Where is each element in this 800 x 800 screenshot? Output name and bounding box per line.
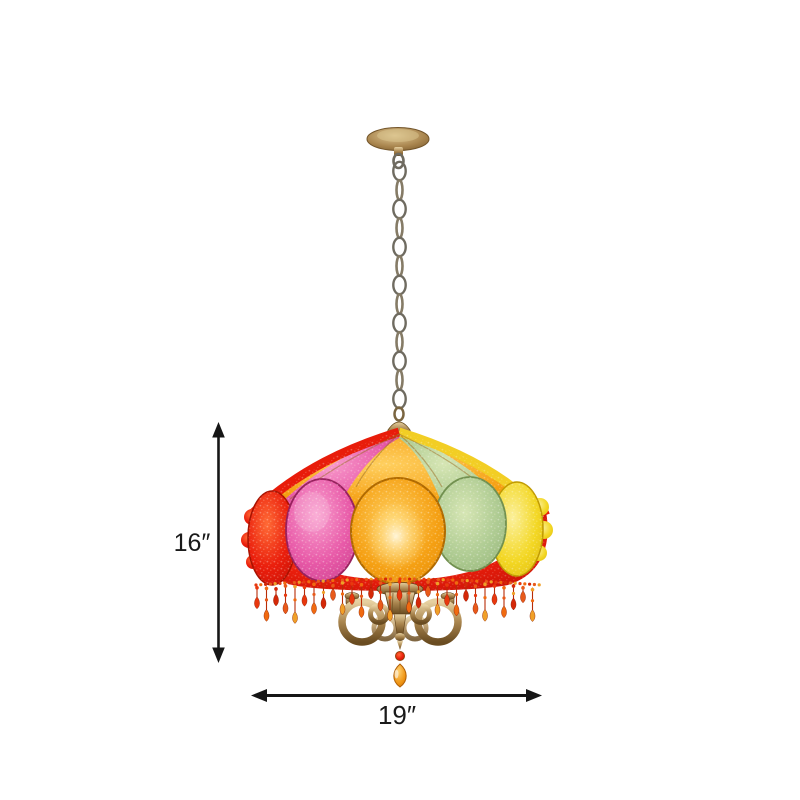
chain-link [395, 216, 404, 240]
fringe-bead [472, 601, 479, 615]
medallion-orange-center [350, 477, 446, 585]
height-dimension: 16″ [174, 422, 225, 663]
fringe-bead [444, 593, 450, 607]
fringe-strand [444, 583, 450, 607]
chain-link [395, 368, 404, 392]
fringe-bead [301, 593, 308, 607]
chain-link [395, 254, 404, 278]
fringe-strand [510, 584, 517, 611]
fringe-strand [311, 582, 317, 615]
chain-link [395, 178, 404, 202]
fringe-strand [472, 584, 479, 615]
chain-link [392, 160, 407, 182]
width-label: 19″ [378, 700, 416, 730]
chain-link [392, 312, 407, 334]
arrowhead-down-icon [212, 647, 225, 663]
fringe-strand [368, 580, 374, 600]
fringe-strand [482, 582, 488, 622]
canopy-loop [392, 152, 405, 170]
fringe-strand [330, 583, 336, 601]
fringe-bead [520, 590, 526, 604]
fringe-bead [396, 588, 403, 602]
fringe-strand [415, 582, 422, 609]
fringe-bead [330, 588, 336, 601]
fringe-bead [425, 584, 431, 598]
fringe-bead [453, 603, 460, 617]
height-label: 16″ [174, 529, 211, 557]
chain-link [392, 350, 407, 372]
fringe-strand [406, 581, 412, 614]
fringe-strand [434, 581, 441, 616]
chain-link [392, 274, 407, 296]
shade-medallions [241, 476, 553, 586]
arrowhead-right-icon [526, 689, 542, 702]
fringe-bead [434, 603, 441, 616]
fringe-bead [339, 602, 346, 616]
fringe-bead [349, 592, 355, 606]
column-tip [397, 641, 403, 650]
fringe-bead [463, 589, 469, 602]
medallion-red [241, 490, 297, 586]
fringe-bead [368, 586, 374, 600]
arrowhead-left-icon [251, 689, 267, 702]
hanging-chain [392, 160, 407, 410]
fringe-bead [292, 611, 298, 624]
fringe-bead [263, 609, 270, 622]
fringe-strand [292, 584, 298, 624]
medallion-pink [285, 478, 359, 582]
medallion-green [433, 476, 507, 572]
fringe-bead [387, 608, 393, 622]
fringe-strand [358, 582, 365, 618]
fringe-bead [311, 601, 317, 615]
scroll-curl-right [410, 603, 432, 625]
fringe-strand [387, 582, 393, 622]
chain-link [392, 198, 407, 220]
chain-link [395, 292, 404, 316]
fringe-strand [349, 581, 355, 606]
fringe-strand [254, 585, 260, 610]
fringe-bead [491, 592, 498, 606]
fringe-bead [254, 596, 260, 610]
fringe-bead [529, 609, 536, 622]
fringe-strand [273, 586, 279, 607]
fringe-bead [482, 609, 488, 622]
ceiling-canopy [366, 127, 430, 170]
fringe-bead [273, 593, 279, 607]
fringe-strand [263, 586, 270, 622]
fringe-bead [358, 605, 365, 618]
fringe-bead [377, 598, 384, 612]
chain-link [392, 236, 407, 258]
fringe-strand [491, 584, 498, 606]
beaded-fringe [254, 577, 541, 624]
fringe-strand [463, 582, 469, 602]
fringe-bead [406, 600, 412, 614]
fringe-strand [396, 579, 403, 602]
fringe-bead [501, 605, 507, 619]
fringe-strand [453, 580, 460, 617]
chain-link [395, 330, 404, 354]
chain-link [392, 388, 407, 410]
fringe-strand [520, 585, 526, 604]
crystal-drop [393, 651, 407, 688]
fringe-strand [301, 585, 308, 607]
fringe-bead [282, 601, 289, 615]
fringe-bead [510, 597, 517, 611]
width-dimension: 19″ [251, 689, 542, 730]
fringe-strand [501, 585, 507, 619]
fringe-bead [320, 596, 327, 610]
fringe-strand [425, 580, 431, 598]
fringe-bead [415, 596, 422, 609]
fringe-strand [377, 581, 384, 612]
arrowhead-up-icon [212, 422, 225, 438]
fringe-strand [529, 587, 536, 622]
fringe-strand [339, 580, 346, 616]
fringe-strand [320, 582, 327, 610]
fringe-strand [282, 583, 289, 615]
